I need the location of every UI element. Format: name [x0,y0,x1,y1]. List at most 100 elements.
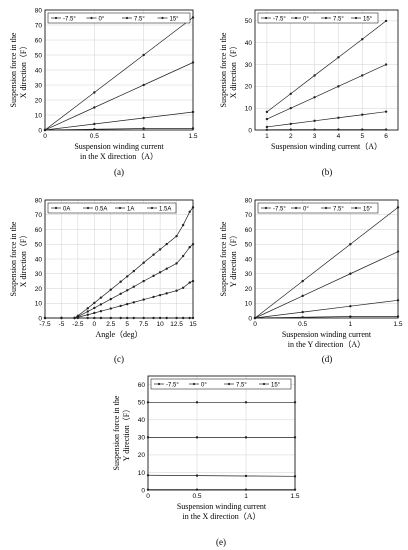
x-tick-label: 5 [360,133,364,140]
y-axis-label: Suspension force in the [219,221,228,296]
data-point [191,243,195,246]
y-tick-label: 40 [245,40,253,47]
data-point [349,243,352,246]
data-point [191,110,195,114]
data-point [126,316,129,320]
x-tick-label: 4 [337,133,341,140]
y-tick-label: 0 [141,487,145,494]
legend-label: -7.5° [166,382,179,388]
data-point [119,316,122,320]
x-axis-label: Suspension winding current [177,502,267,511]
data-point [175,234,178,238]
data-point [195,474,199,477]
data-point [396,206,400,209]
y-tick-label: 70 [35,212,43,219]
y-tick-label: 80 [35,197,43,204]
legend-label: 0° [99,16,105,22]
data-point [109,297,112,301]
legend-box [47,202,177,214]
data-point [132,316,135,320]
data-point [132,269,135,273]
data-point [289,122,292,126]
x-axis-label: Suspension winding current（A） [271,142,382,151]
legend-marker [125,16,129,20]
data-point [361,128,364,131]
x-tick-label: 2 [289,133,293,140]
data-point [349,305,352,308]
data-point [99,303,103,306]
y-tick-label: 20 [245,84,253,91]
legend-label: 15° [363,16,373,22]
data-point [181,316,185,320]
legend-label: -7.5° [63,16,76,22]
legend-marker [157,382,161,386]
legend-marker [264,16,268,20]
y-axis-label: X direction（F） [19,42,28,99]
data-point [337,85,340,88]
x-tick-label: 0.5 [298,321,307,328]
y-tick-label: 60 [245,227,253,234]
series-line-2 [254,251,399,319]
legend-label: 0A [63,206,70,212]
data-point [109,307,112,310]
data-point [142,316,145,320]
y-tick-label: 20 [35,97,43,104]
data-point [337,56,340,59]
series-line-4 [254,316,398,319]
legend-label: 15° [170,16,180,22]
legend-label: 15° [363,206,373,212]
x-tick-label: 1.5 [188,133,197,140]
legend-label: 7.5° [333,16,344,22]
data-point [93,106,96,109]
data-point [86,316,89,320]
y-tick-label: 80 [245,197,253,204]
x-tick-label: 1.5 [393,321,402,328]
data-point [142,279,145,283]
x-tick-label: 0.5 [192,493,201,500]
x-tick-label: 5 [125,321,129,328]
data-point [146,436,150,439]
data-point [191,61,195,64]
data-point [142,53,145,57]
series-line-2 [44,62,194,131]
y-tick-label: 20 [245,286,253,293]
series-line-4 [44,128,193,131]
x-tick-label: 0 [93,321,97,328]
legend-label: -7.5° [273,16,286,22]
data-point [301,310,304,314]
data-point [93,311,96,315]
data-point [396,250,400,253]
y-axis-label: Suspension force in the [219,32,228,107]
data-point [86,313,89,316]
series-line-3 [254,299,399,319]
legend-marker [264,206,268,210]
y-axis-label: X direction（F） [19,231,28,288]
data-point [384,19,388,23]
x-tick-label: 1.5 [290,493,299,500]
y-axis-label: Y direction（F） [229,231,238,287]
y-tick-label: 20 [35,286,43,293]
data-point [152,253,155,256]
x-tick-label: 0.5 [90,133,99,140]
y-tick-label: 40 [35,67,43,74]
data-point [361,113,364,116]
legend-marker [161,16,164,20]
data-point [181,286,185,289]
data-point [244,401,248,404]
panel-label: (c) [114,354,124,364]
data-point [158,271,162,274]
y-axis-label: X direction（F） [229,42,238,99]
series-line-1 [266,20,387,113]
data-point [126,302,129,306]
y-tick-label: 20 [138,452,146,459]
data-point [188,246,191,249]
data-point [93,128,96,131]
series-line-1 [254,207,399,319]
legend-marker [54,206,58,210]
data-point [396,315,400,318]
data-point [191,127,195,130]
legend-label: 1.5A [159,206,171,212]
data-point [195,488,199,491]
x-tick-label: 12.5 [170,321,183,328]
